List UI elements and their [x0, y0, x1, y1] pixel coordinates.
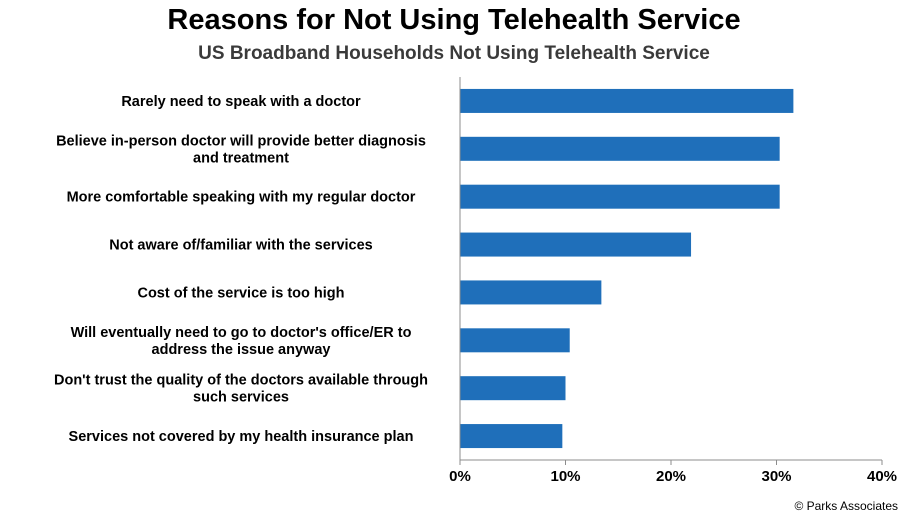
bar-4 [460, 232, 692, 257]
x-tick-label-1: 0% [449, 468, 471, 485]
bar-7 [460, 376, 566, 401]
bar-3 [460, 184, 780, 209]
x-axis: 0% 10% 20% 30% 40% [449, 77, 897, 485]
category-label-6: Will eventually need to go to doctor's o… [71, 325, 412, 358]
category-label-4: Not aware of/familiar with the services [109, 238, 373, 254]
category-label-3: More comfortable speaking with my regula… [67, 190, 416, 206]
category-label-5: Cost of the service is too high [137, 285, 344, 301]
category-label-7: Don't trust the quality of the doctors a… [54, 373, 428, 406]
x-tick-label-2: 10% [550, 468, 580, 485]
category-label-8: Services not covered by my health insura… [69, 429, 414, 445]
bar-6 [460, 328, 570, 353]
category-labels: Rarely need to speak with a doctor Believ… [54, 94, 428, 445]
bar-8 [460, 424, 563, 449]
bar-1 [460, 88, 794, 113]
bar-2 [460, 136, 780, 161]
source-credit: © Parks Associates [794, 499, 898, 513]
bar-5 [460, 280, 602, 305]
category-label-2: Believe in-person doctor will provide be… [56, 133, 426, 166]
chart-subtitle: US Broadband Households Not Using Telehe… [198, 43, 710, 64]
category-label-1: Rarely need to speak with a doctor [121, 94, 361, 110]
bars-group [460, 88, 794, 449]
chart-title: Reasons for Not Using Telehealth Service [167, 4, 741, 36]
x-tick-label-5: 40% [867, 468, 897, 485]
x-tick-label-4: 30% [761, 468, 791, 485]
x-tick-label-3: 20% [656, 468, 686, 485]
